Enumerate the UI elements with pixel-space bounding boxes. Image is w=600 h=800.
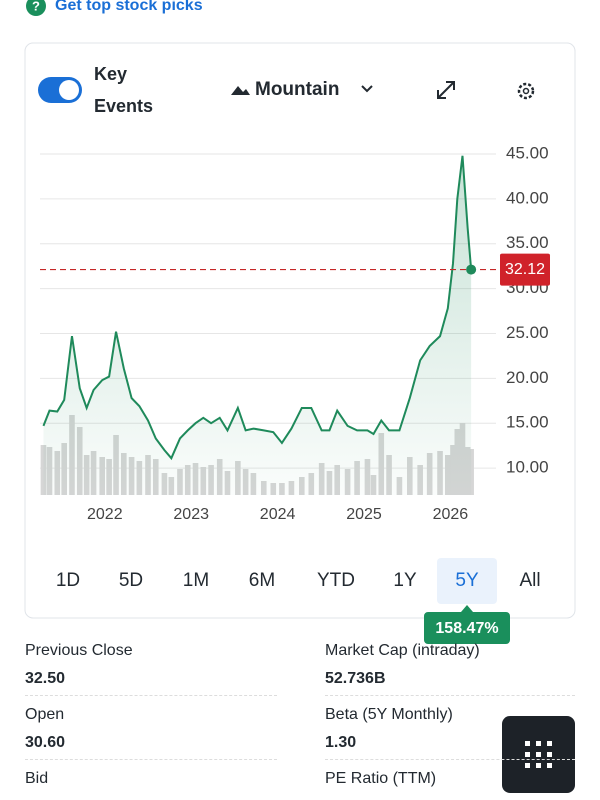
area	[43, 155, 472, 495]
stat-label: Bid	[25, 770, 49, 787]
card	[24, 42, 576, 619]
range-button[interactable]: 5D	[119, 570, 143, 591]
y-tick-label: 40.00	[506, 188, 549, 207]
link[interactable]: Get top stock picks	[55, 0, 203, 14]
chart: 10.0015.0020.0025.0030.0035.0040.0045.00…	[40, 143, 550, 523]
x-tick-label: 2022	[87, 506, 123, 523]
y-tick-label: 35.00	[506, 233, 549, 252]
settings-center	[522, 87, 530, 95]
chart-type[interactable]: Mountain	[255, 79, 339, 100]
y-tick-label: 20.00	[506, 368, 549, 387]
separator	[25, 759, 277, 760]
stat-value: 52.736B	[325, 670, 386, 687]
settings[interactable]	[517, 82, 535, 100]
separator	[25, 695, 277, 696]
price-tag	[500, 253, 550, 286]
key-events[interactable]: Key	[94, 64, 127, 84]
change: 158.47%	[435, 620, 498, 637]
range-button[interactable]: 1Y	[393, 570, 417, 591]
stat-label: Beta (5Y Monthly)	[325, 706, 453, 723]
stat-label: PE Ratio (TTM)	[325, 770, 437, 787]
volume-bar	[40, 445, 47, 495]
stat-label: Open	[25, 706, 65, 723]
y-tick-label: 45.00	[506, 143, 549, 162]
icon-mark: ?	[32, 0, 40, 13]
icon	[26, 0, 46, 16]
x-tick-label: 2024	[260, 506, 296, 523]
x-tick-label: 2026	[433, 506, 469, 523]
grid-icon	[525, 741, 552, 768]
range-button[interactable]: 1D	[56, 570, 80, 591]
range-selected	[437, 558, 497, 604]
stat-value: 32.50	[25, 670, 66, 687]
range-bar: 1D 5D 1M 6M YTD 1Y 5Y All	[56, 558, 541, 604]
chevron	[361, 85, 373, 93]
price-tag-label: 32.12	[505, 261, 545, 278]
range-button[interactable]: All	[519, 570, 540, 591]
stat-value: 30.60	[25, 734, 66, 751]
expand[interactable]	[437, 81, 455, 99]
change-badge	[424, 612, 510, 644]
range-button[interactable]: YTD	[317, 570, 355, 591]
separator	[325, 759, 575, 760]
range-button[interactable]: 1M	[183, 570, 209, 591]
price-line	[42, 155, 473, 461]
range-button[interactable]: 5Y	[455, 570, 479, 591]
separator	[325, 695, 575, 696]
badge-arrow	[461, 605, 473, 612]
range-button[interactable]: 6M	[249, 570, 275, 591]
y-tick-label: 10.00	[506, 458, 549, 477]
last-point	[466, 264, 477, 275]
x-tick-label: 2023	[173, 506, 209, 523]
stat-label: Previous Close	[25, 642, 133, 659]
mountain-icon	[231, 86, 250, 95]
stat-label: Market Cap (intraday)	[325, 642, 480, 659]
x-tick-label: 2025	[346, 506, 382, 523]
key-events[interactable]: Events	[94, 96, 153, 116]
toggle-knob	[59, 80, 79, 100]
stat-value: 1.30	[325, 734, 357, 751]
y-tick-label: 25.00	[506, 323, 549, 342]
y-tick-label: 15.00	[506, 413, 549, 432]
